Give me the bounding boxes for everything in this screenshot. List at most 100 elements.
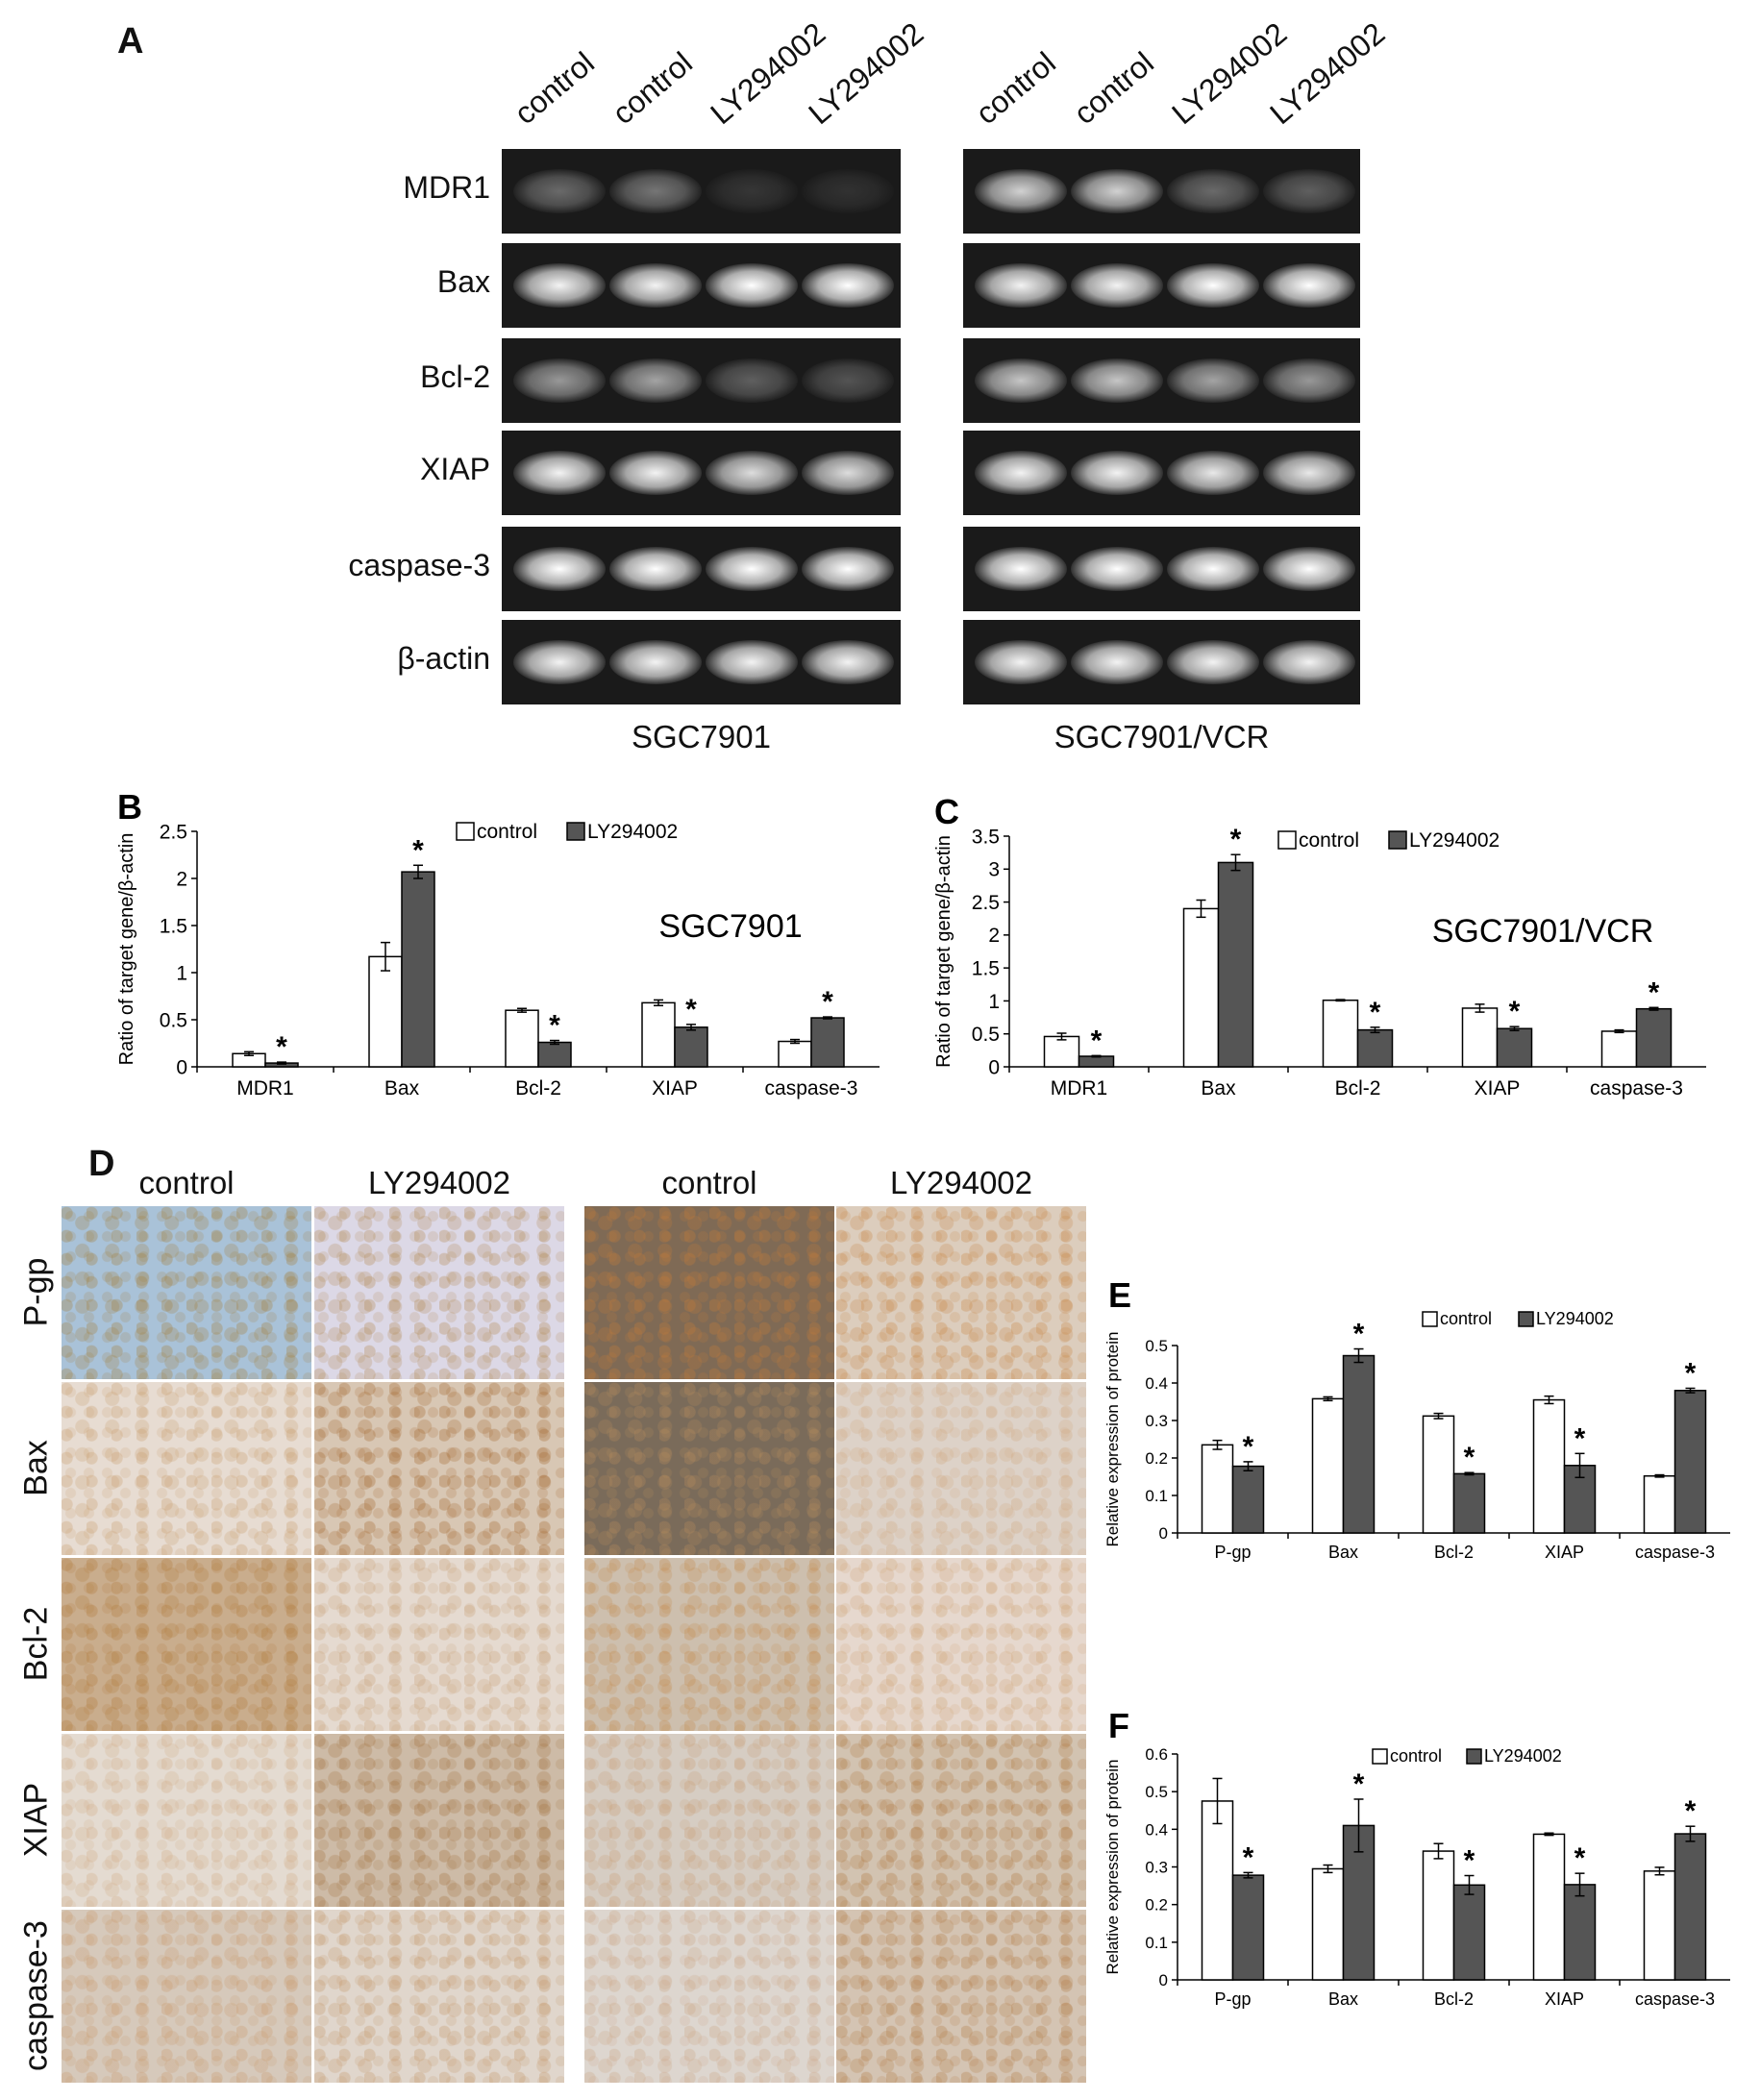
bar — [1452, 1884, 1486, 1981]
x-tick-label: caspase-3 — [765, 1077, 858, 1099]
gel-band — [1167, 451, 1259, 495]
y-tick-label: 0 — [988, 1056, 1000, 1078]
gel-band — [609, 263, 702, 308]
bar — [1356, 1028, 1394, 1068]
cell-line-label: SGC7901/VCR — [1054, 719, 1270, 754]
legend-label: control — [1440, 1309, 1492, 1328]
bar — [1600, 1030, 1638, 1068]
gel-band — [975, 640, 1067, 684]
y-axis-label: Ratio of target gene/β-actin — [933, 835, 954, 1068]
gel-band — [1071, 169, 1163, 213]
significance-marker: * — [1353, 1319, 1365, 1350]
gel-band — [1263, 263, 1355, 308]
gel-sgc7901-β-actin — [502, 620, 901, 704]
ihc-column-title: LY294002 — [367, 1165, 511, 1200]
ihc-micrograph — [584, 1734, 834, 1907]
gel-band — [706, 547, 798, 591]
y-tick-label: 0.1 — [1145, 1934, 1168, 1952]
panel-letter: E — [1108, 1275, 1131, 1315]
gel-band — [513, 358, 606, 403]
significance-marker: * — [1574, 1842, 1586, 1874]
ihc-column-title: control — [661, 1165, 757, 1200]
gel-band — [1167, 358, 1259, 403]
y-tick-label: 0.5 — [972, 1024, 1000, 1046]
x-tick-label: caspase-3 — [1635, 1543, 1715, 1562]
ihc-micrograph — [836, 1558, 1086, 1731]
ihc-row-title: P-gp — [17, 1257, 55, 1327]
gel-sgc7901-vcr-β-actin — [963, 620, 1360, 704]
y-tick-label: 2 — [176, 868, 187, 890]
bar — [1422, 1850, 1455, 1981]
lane-label: control — [1067, 44, 1160, 132]
significance-marker: * — [1685, 1357, 1697, 1389]
gel-band — [609, 451, 702, 495]
y-axis-label: Ratio of target gene/β-actin — [116, 833, 137, 1066]
x-tick-label: MDR1 — [236, 1077, 294, 1099]
ihc-row-title: Bcl-2 — [17, 1606, 55, 1682]
x-tick-label: MDR1 — [1051, 1077, 1108, 1099]
significance-marker: * — [1574, 1422, 1586, 1454]
bar — [1532, 1833, 1566, 1981]
significance-marker: * — [1464, 1442, 1475, 1473]
gel-band — [513, 451, 606, 495]
gene-label: β-actin — [397, 641, 490, 676]
bar — [1563, 1884, 1597, 1981]
gel-band — [1167, 263, 1259, 308]
gel-band — [609, 547, 702, 591]
bar — [1201, 1800, 1234, 1981]
y-tick-label: 3 — [988, 859, 1000, 881]
bar — [1342, 1354, 1376, 1534]
panel-letter-a: A — [117, 21, 144, 62]
ihc-micrograph — [836, 1382, 1086, 1555]
y-tick-label: 3.5 — [972, 826, 1000, 848]
lane-label: control — [969, 44, 1062, 132]
chart-c: C Ratio of target gene/β-actin 0 0.5 1 1.5 2 2.… — [933, 792, 1706, 1099]
gel-band — [802, 640, 894, 684]
y-tick-label: 0.6 — [1145, 1745, 1168, 1764]
gel-band — [706, 451, 798, 495]
gel-band — [513, 547, 606, 591]
gel-band — [1071, 640, 1163, 684]
lane-label: control — [508, 44, 601, 132]
ihc-micrograph — [62, 1910, 311, 2083]
y-tick-label: 1 — [988, 991, 1000, 1013]
gel-sgc7901-vcr-xiap — [963, 431, 1360, 515]
ihc-micrograph — [584, 1382, 834, 1555]
gel-band — [1263, 169, 1355, 213]
gene-label: Bcl-2 — [420, 359, 490, 394]
gel-band — [1263, 451, 1355, 495]
bar — [1532, 1398, 1566, 1534]
ihc-column-title: control — [138, 1165, 235, 1200]
x-tick-label: Bax — [384, 1077, 420, 1099]
gel-band — [609, 640, 702, 684]
bar — [778, 1040, 812, 1068]
bar — [1422, 1415, 1455, 1534]
gel-sgc7901-caspase-3 — [502, 527, 901, 611]
bar — [1078, 1055, 1115, 1068]
y-tick-label: 2.5 — [972, 892, 1000, 914]
y-tick-label: 0.3 — [1145, 1858, 1168, 1876]
y-tick-label: 0.2 — [1145, 1449, 1168, 1468]
y-tick-label: 0 — [1159, 1524, 1168, 1543]
legend-swatch — [1277, 830, 1297, 850]
gel-band — [1071, 451, 1163, 495]
gene-label: Bax — [436, 264, 490, 299]
y-tick-label: 0.5 — [160, 1009, 187, 1031]
gel-band — [706, 263, 798, 308]
y-tick-label: 0 — [1159, 1971, 1168, 1989]
chart-e: E Relative expression of protein 0 0.1 0.2 0.… — [1103, 1275, 1730, 1562]
gel-band — [1167, 547, 1259, 591]
gel-band — [513, 263, 606, 308]
gel-band — [1263, 640, 1355, 684]
significance-marker: * — [1370, 997, 1381, 1028]
bar — [1311, 1397, 1345, 1534]
legend-label: LY294002 — [1484, 1746, 1562, 1766]
gel-band — [1263, 547, 1355, 591]
panel-letter: F — [1108, 1706, 1129, 1745]
bar — [1311, 1867, 1345, 1981]
gel-band — [975, 451, 1067, 495]
legend-label: control — [1299, 829, 1359, 852]
y-tick-label: 0.4 — [1145, 1374, 1168, 1393]
gene-label: MDR1 — [403, 170, 490, 205]
gel-band — [609, 358, 702, 403]
